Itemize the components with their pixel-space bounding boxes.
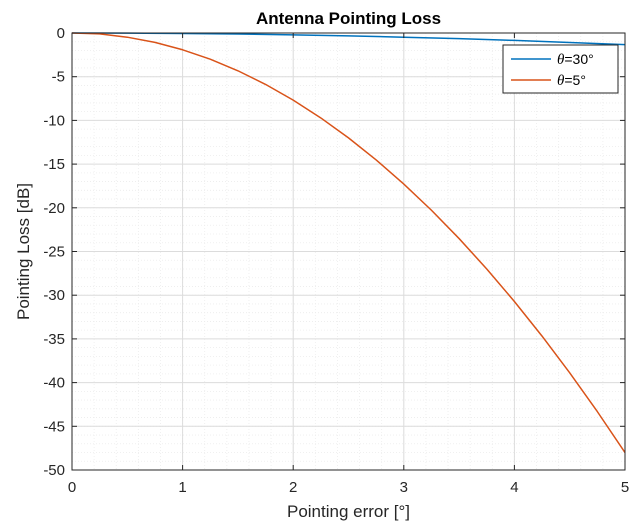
- x-tick-label: 5: [621, 479, 629, 496]
- legend-entry-value: =5°: [564, 72, 586, 88]
- legend-box: [502, 44, 619, 94]
- y-tick-labels: 0 -5 -10 -15 -20 -25 -30 -35 -40 -45 -50: [43, 25, 65, 479]
- axis-ticks: [71, 32, 626, 471]
- y-axis-label: Pointing Loss [dB]: [14, 183, 33, 320]
- y-tick-label: -20: [43, 200, 65, 217]
- x-tick-label: 4: [510, 479, 518, 496]
- x-tick-label: 1: [178, 479, 186, 496]
- y-tick-label: -40: [43, 375, 65, 392]
- x-tick-label: 0: [68, 479, 76, 496]
- legend-theta-symbol: θ: [557, 73, 565, 89]
- y-tick-label: -45: [43, 418, 65, 435]
- legend-entry-2: θ=5°: [557, 72, 586, 89]
- legend-entry-value: =30°: [564, 51, 593, 67]
- y-tick-label: 0: [57, 25, 65, 42]
- x-tick-labels: 0 1 2 3 4 5: [68, 479, 629, 496]
- y-tick-label: -30: [43, 287, 65, 304]
- y-tick-label: -5: [52, 69, 65, 86]
- x-axis-label: Pointing error [°]: [287, 502, 410, 521]
- x-tick-label: 2: [289, 479, 297, 496]
- legend: θ=30°θ=5°: [502, 44, 619, 94]
- legend-entry-1: θ=30°: [557, 51, 594, 68]
- x-tick-label: 3: [400, 479, 408, 496]
- y-tick-label: -50: [43, 462, 65, 479]
- y-tick-label: -10: [43, 112, 65, 129]
- series-line-2: [71, 32, 626, 453]
- y-tick-label: -25: [43, 244, 65, 261]
- y-tick-label: -35: [43, 331, 65, 348]
- y-tick-label: -15: [43, 156, 65, 173]
- legend-theta-symbol: θ: [557, 52, 565, 68]
- chart-title: Antenna Pointing Loss: [256, 9, 441, 28]
